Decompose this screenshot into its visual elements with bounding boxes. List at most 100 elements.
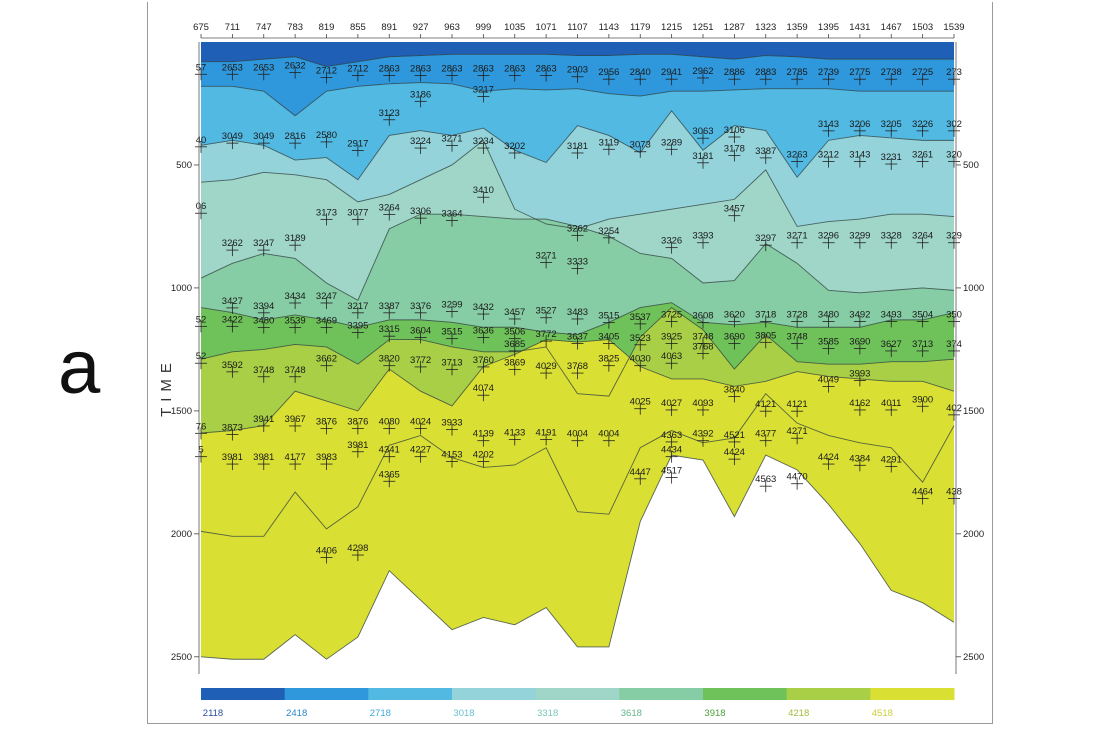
- value-label: 402: [946, 403, 962, 414]
- value-label: 4080: [379, 416, 400, 427]
- value-label: 3493: [881, 309, 902, 320]
- value-label: 3515: [441, 327, 462, 338]
- value-label: 3410: [473, 185, 494, 196]
- value-label: 3315: [379, 324, 400, 335]
- chart-area: 57 2653 2653 2632 2712 2712 2863 2863 2863 2863 28…: [158, 22, 984, 719]
- value-label: 3186: [410, 89, 431, 100]
- value-label: 3768: [567, 361, 588, 372]
- value-label: 3247: [253, 238, 274, 249]
- value-label: 3262: [222, 238, 243, 249]
- value-label: 3981: [253, 452, 274, 463]
- value-label: 3585: [818, 336, 839, 347]
- colorbar-label: 3618: [621, 708, 642, 719]
- value-label: 273: [946, 67, 962, 78]
- contour-line: [200, 454, 955, 660]
- value-label: 2632: [285, 61, 306, 72]
- value-label: 2712: [347, 64, 368, 75]
- value-label: 4025: [630, 397, 651, 408]
- value-label: 4434: [661, 445, 682, 456]
- x-tick-label: 1143: [599, 22, 619, 33]
- value-label: 3869: [504, 357, 525, 368]
- value-label: 3993: [849, 368, 870, 379]
- value-label: 3263: [787, 150, 808, 161]
- x-tick-label: 1395: [818, 22, 839, 33]
- x-tick-label: 963: [444, 22, 460, 33]
- value-label: 3604: [410, 325, 431, 336]
- value-label: 3900: [912, 394, 933, 405]
- value-label: 3515: [598, 311, 619, 322]
- band-3018: [201, 110, 954, 229]
- value-label: 302: [946, 119, 962, 130]
- value-label: 06: [196, 201, 207, 212]
- value-label: 4563: [755, 474, 776, 485]
- value-label: 4447: [630, 467, 651, 478]
- value-label: 3662: [316, 354, 337, 365]
- y-tick-label: 1000: [171, 283, 192, 294]
- value-label: 3299: [441, 300, 462, 311]
- value-label: 2863: [410, 64, 431, 75]
- layer-fills: [201, 42, 954, 660]
- value-label: 2840: [630, 67, 651, 78]
- value-label: 3805: [755, 330, 776, 341]
- value-label: 3254: [598, 226, 619, 237]
- x-tick-label: 1359: [787, 22, 808, 33]
- value-label: 3685: [504, 339, 525, 350]
- value-label: 3049: [222, 131, 243, 142]
- value-label: 4406: [316, 546, 337, 557]
- contour-line: [200, 392, 955, 537]
- value-label: 2863: [536, 64, 557, 75]
- value-label: 3620: [724, 309, 745, 320]
- value-label: 4011: [881, 398, 901, 409]
- value-label: 3231: [881, 152, 902, 163]
- value-label: 3405: [598, 332, 619, 343]
- value-label: 2653: [222, 62, 243, 73]
- value-label: 3820: [379, 354, 400, 365]
- x-tick-label: 1179: [630, 22, 650, 33]
- value-label: 3432: [473, 302, 494, 313]
- colorbar-swatch: [870, 688, 955, 700]
- value-label: 3825: [598, 354, 619, 365]
- panel-label: a: [58, 325, 101, 410]
- value-label: 4139: [473, 429, 494, 440]
- value-label: 2903: [567, 65, 588, 76]
- value-label: 3480: [818, 309, 839, 320]
- value-label: 3264: [912, 231, 933, 242]
- band-3318: [201, 140, 954, 301]
- x-tick-label: 1071: [536, 22, 557, 33]
- value-label: 2653: [253, 62, 274, 73]
- value-label: 4133: [504, 427, 525, 438]
- value-label: 2863: [379, 64, 400, 75]
- x-tick-label: 1431: [849, 22, 870, 33]
- value-label: 3941: [253, 414, 274, 425]
- value-label: 3457: [504, 307, 525, 318]
- value-label: 2863: [504, 64, 525, 75]
- value-label: 3202: [504, 141, 525, 152]
- value-label: 3713: [912, 339, 933, 350]
- value-label: 3427: [222, 296, 243, 307]
- value-label: 3226: [912, 119, 933, 130]
- value-labels: 57 2653 2653 2632 2712 2712 2863 2863 2863 2863 28…: [195, 61, 962, 564]
- value-label: 3234: [473, 136, 494, 147]
- value-label: 3073: [630, 140, 651, 151]
- value-label: 4470: [787, 472, 808, 483]
- value-label: 3506: [504, 327, 525, 338]
- colorbar-swatch: [703, 688, 788, 700]
- value-label: 2941: [661, 67, 682, 78]
- colorbar-label: 4518: [872, 708, 893, 719]
- value-label: 2785: [787, 67, 808, 78]
- value-label: 3178: [724, 143, 745, 154]
- value-label: 3539: [285, 316, 306, 327]
- colorbar-swatch: [452, 688, 537, 700]
- value-label: 438: [946, 486, 962, 497]
- value-label: 4227: [410, 445, 431, 456]
- value-label: 3627: [881, 339, 902, 350]
- band-2718: [201, 82, 954, 180]
- value-label: 2962: [692, 66, 713, 77]
- value-label: 3527: [536, 306, 557, 317]
- value-label: 3637: [567, 332, 588, 343]
- value-label: 3264: [379, 202, 400, 213]
- value-label: 3690: [849, 336, 870, 347]
- contour-line: [201, 82, 954, 117]
- value-label: 4202: [473, 450, 494, 461]
- x-tick-label: 855: [350, 22, 366, 33]
